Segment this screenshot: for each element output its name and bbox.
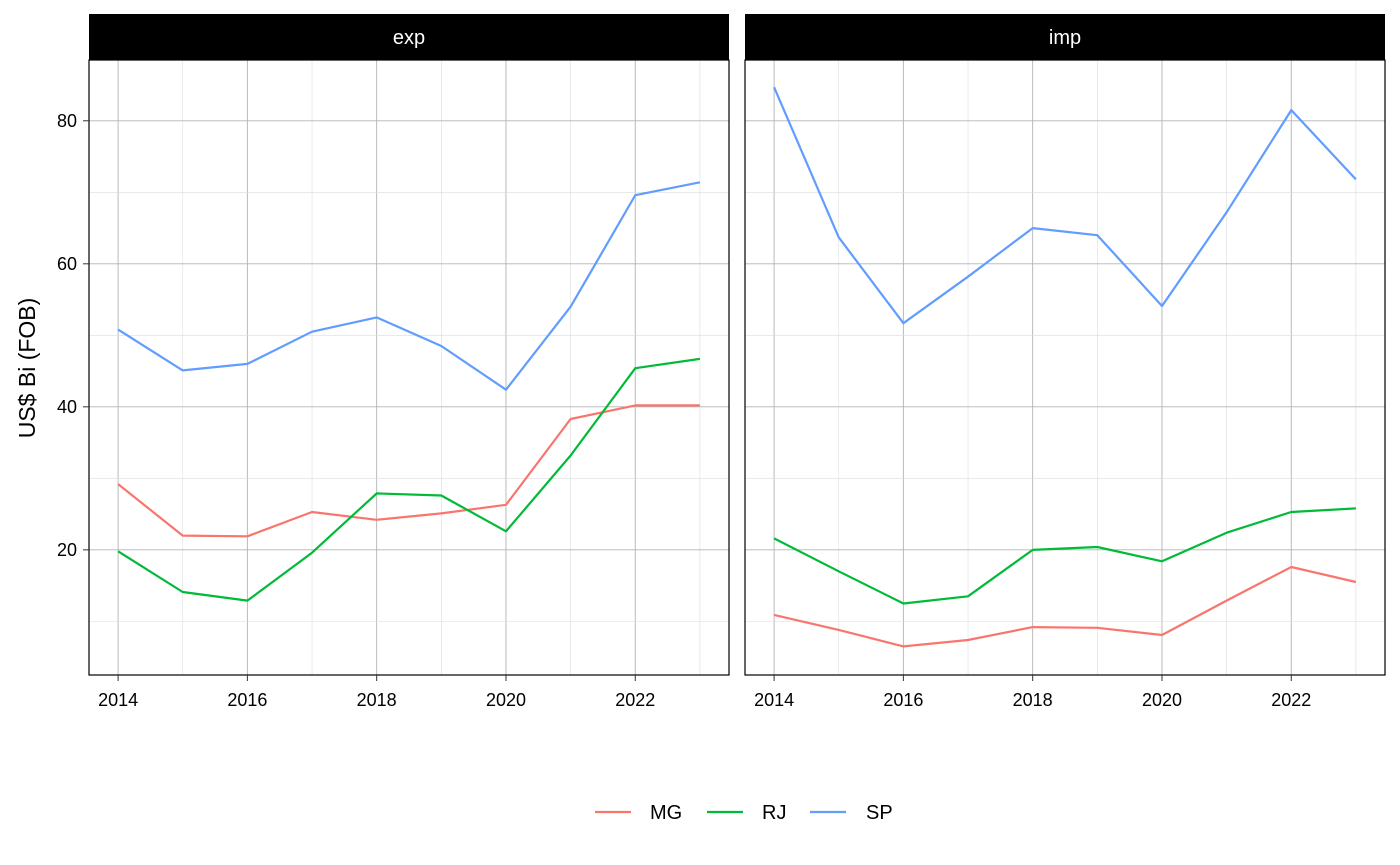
gridlines bbox=[745, 60, 1385, 675]
panel-border bbox=[744, 59, 1386, 676]
panel-background bbox=[89, 60, 729, 675]
strip-background bbox=[745, 14, 1385, 60]
x-axis: 2014 2016 2018 2020 2022 bbox=[98, 675, 655, 710]
legend-label: SP bbox=[866, 802, 893, 824]
series-lines bbox=[117, 181, 701, 602]
series-line-sp bbox=[117, 181, 701, 391]
legend: MG RJ SP bbox=[595, 802, 893, 824]
x-tick-label: 2016 bbox=[227, 690, 267, 710]
x-tick-label: 2022 bbox=[1271, 690, 1311, 710]
y-axis: 20 40 60 80 bbox=[57, 111, 89, 560]
gridlines bbox=[89, 60, 729, 675]
series-line-rj bbox=[773, 507, 1356, 605]
series-lines bbox=[773, 86, 1357, 648]
panel-exp: exp 2014 2016 2018 2020 2022 20 40 60 80 bbox=[57, 14, 730, 710]
y-tick-label: 20 bbox=[57, 540, 77, 560]
x-tick-label: 2022 bbox=[615, 690, 655, 710]
y-tick-label: 40 bbox=[57, 397, 77, 417]
panel-background bbox=[745, 60, 1385, 675]
strip-label: exp bbox=[393, 27, 425, 49]
legend-label: MG bbox=[650, 802, 682, 824]
x-tick-label: 2018 bbox=[357, 690, 397, 710]
strip-background bbox=[89, 14, 729, 60]
x-tick-label: 2020 bbox=[486, 690, 526, 710]
x-tick-label: 2014 bbox=[98, 690, 138, 710]
series-line-rj bbox=[117, 357, 701, 602]
legend-label: RJ bbox=[762, 802, 786, 824]
x-tick-label: 2014 bbox=[754, 690, 794, 710]
panel-imp: imp 2014 2016 2018 2020 2022 bbox=[744, 14, 1386, 710]
y-axis-title: US$ Bi (FOB) bbox=[14, 298, 40, 439]
panel-border bbox=[88, 59, 730, 676]
legend-item-mg: MG bbox=[595, 802, 682, 824]
x-axis: 2014 2016 2018 2020 2022 bbox=[754, 675, 1311, 710]
x-tick-label: 2020 bbox=[1142, 690, 1182, 710]
x-tick-label: 2018 bbox=[1013, 690, 1053, 710]
y-tick-label: 60 bbox=[57, 254, 77, 274]
y-tick-label: 80 bbox=[57, 111, 77, 131]
series-line-mg bbox=[773, 565, 1357, 648]
x-tick-label: 2016 bbox=[883, 690, 923, 710]
legend-item-sp: SP bbox=[810, 802, 893, 824]
legend-item-rj: RJ bbox=[707, 802, 786, 824]
series-line-sp bbox=[773, 86, 1357, 325]
strip-label: imp bbox=[1049, 27, 1081, 49]
